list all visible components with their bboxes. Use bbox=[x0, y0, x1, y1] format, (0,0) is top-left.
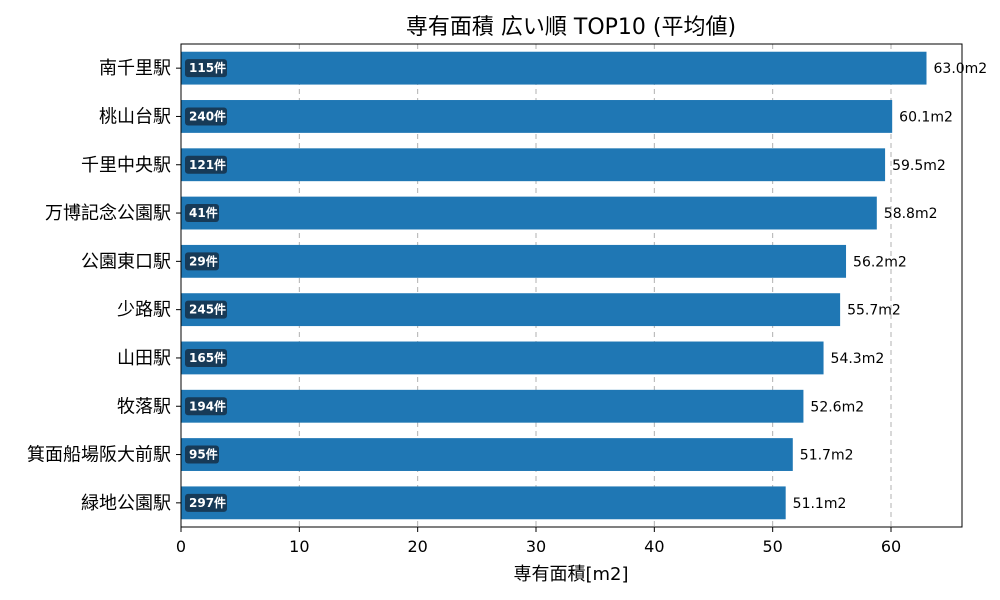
category-label: 万博記念公園駅 bbox=[45, 202, 171, 224]
value-label: 59.5m2 bbox=[892, 158, 946, 174]
x-tick-label: 50 bbox=[762, 537, 782, 556]
bar bbox=[181, 100, 893, 133]
x-tick-label: 0 bbox=[176, 537, 186, 556]
count-label: 115件 bbox=[189, 60, 226, 75]
count-label: 95件 bbox=[189, 447, 218, 462]
bar bbox=[181, 341, 824, 375]
x-tick-label: 20 bbox=[407, 537, 427, 556]
bar bbox=[181, 244, 847, 278]
x-tick-label: 60 bbox=[881, 537, 901, 556]
value-label: 52.6m2 bbox=[810, 399, 864, 415]
plot-frame bbox=[180, 43, 963, 528]
count-label: 194件 bbox=[189, 398, 226, 413]
count-badge bbox=[185, 493, 227, 512]
category-label: 牧落駅 bbox=[117, 396, 171, 417]
count-badge bbox=[185, 348, 227, 367]
x-axis-label: 専有面積[m2] bbox=[513, 564, 628, 585]
category-label: 桃山台駅 bbox=[99, 106, 171, 127]
count-label: 240件 bbox=[189, 108, 226, 123]
count-badge bbox=[185, 107, 227, 126]
value-label: 63.0m2 bbox=[934, 61, 988, 77]
value-label: 56.2m2 bbox=[853, 254, 907, 270]
count-badge bbox=[185, 397, 227, 416]
category-label: 箕面船場阪大前駅 bbox=[27, 445, 171, 466]
x-tick-label: 30 bbox=[526, 537, 546, 556]
bar bbox=[181, 486, 786, 520]
category-label: 公園東口駅 bbox=[81, 251, 171, 272]
category-label: 南千里駅 bbox=[99, 58, 171, 79]
category-label: 山田駅 bbox=[117, 348, 171, 369]
bar bbox=[181, 389, 804, 423]
count-badge bbox=[185, 252, 219, 271]
category-label: 緑地公園駅 bbox=[81, 493, 171, 514]
count-badge bbox=[185, 300, 227, 319]
value-label: 51.7m2 bbox=[800, 448, 854, 464]
bar bbox=[181, 438, 793, 471]
bar bbox=[181, 148, 886, 182]
value-label: 51.1m2 bbox=[793, 496, 847, 512]
bar bbox=[181, 293, 841, 327]
category-label: 千里中央駅 bbox=[81, 155, 171, 176]
value-label: 60.1m2 bbox=[899, 109, 953, 125]
bar bbox=[181, 51, 927, 85]
count-label: 165件 bbox=[189, 350, 226, 365]
value-label: 58.8m2 bbox=[884, 206, 938, 222]
count-label: 121件 bbox=[189, 157, 226, 172]
value-label: 54.3m2 bbox=[831, 351, 885, 367]
count-label: 297件 bbox=[189, 495, 226, 510]
x-tick-label: 40 bbox=[644, 537, 664, 556]
value-label: 55.7m2 bbox=[847, 303, 901, 319]
count-label: 245件 bbox=[189, 302, 226, 317]
category-label: 少路駅 bbox=[117, 300, 171, 321]
count-badge bbox=[185, 155, 227, 174]
count-label: 29件 bbox=[189, 253, 218, 268]
count-badge bbox=[185, 59, 227, 78]
count-badge bbox=[185, 445, 219, 464]
count-badge bbox=[185, 204, 219, 223]
chart-title: 専有面積 広い順 TOP10 (平均値) bbox=[406, 15, 736, 40]
bar bbox=[181, 196, 877, 230]
x-tick-label: 10 bbox=[289, 537, 309, 556]
count-label: 41件 bbox=[189, 205, 218, 220]
